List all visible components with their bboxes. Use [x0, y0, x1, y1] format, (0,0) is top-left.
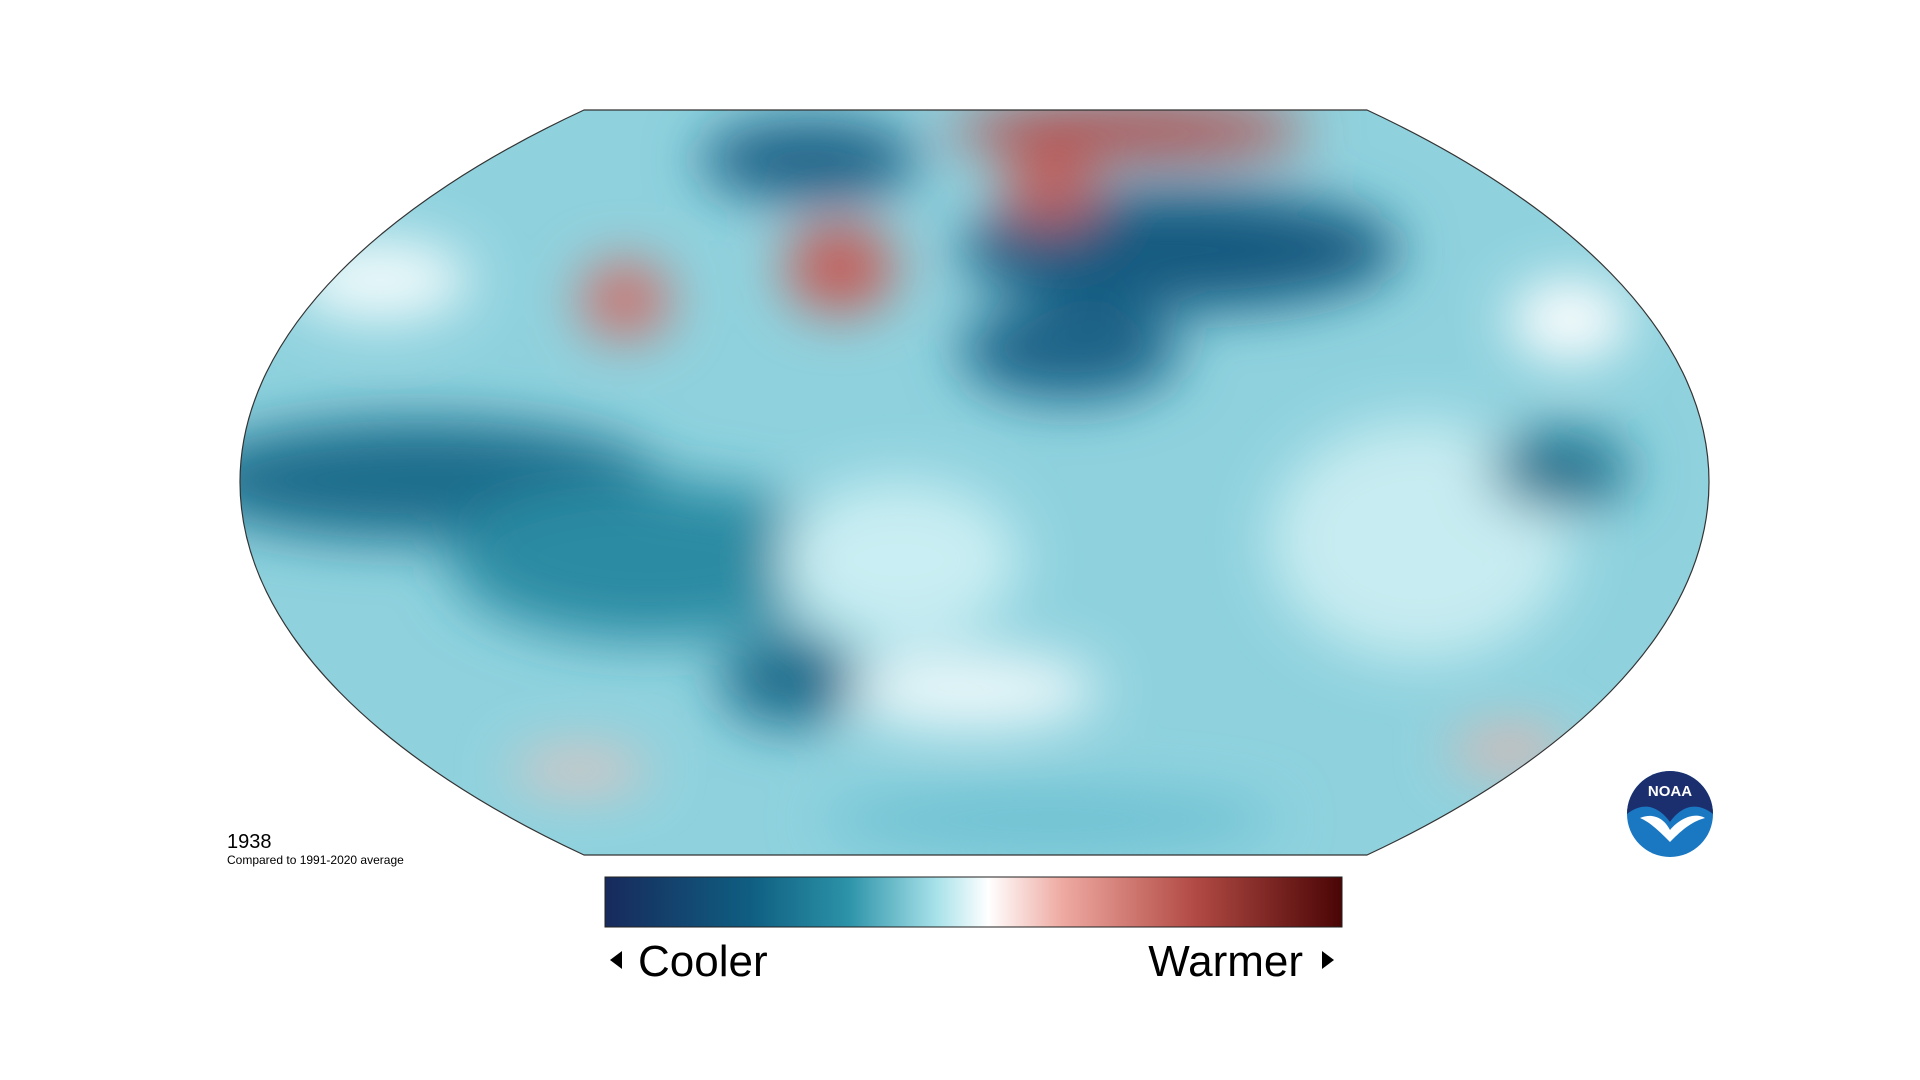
map-outline [239, 109, 1710, 856]
logo-text: NOAA [1648, 783, 1692, 800]
noaa-logo: NOAA [1627, 771, 1713, 857]
caption: Compared to 1991-2020 average [227, 853, 404, 867]
right-arrow [1322, 951, 1334, 969]
temperature-map [240, 110, 1709, 855]
left-arrow [610, 951, 622, 969]
color-scale [604, 876, 1343, 928]
year: 1938 [227, 831, 272, 853]
low-label: Cooler [638, 937, 768, 986]
high-label: Warmer [1148, 937, 1303, 986]
